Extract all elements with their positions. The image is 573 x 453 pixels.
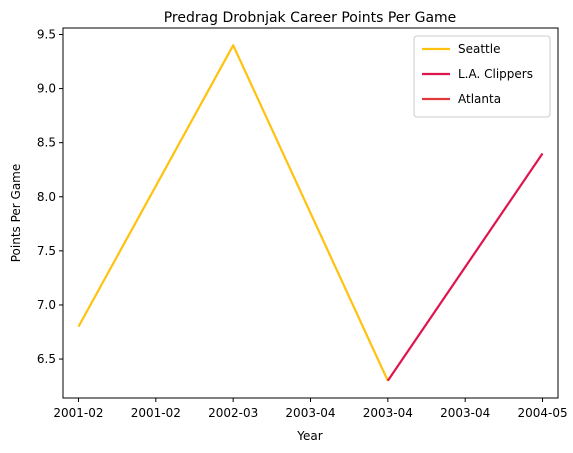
x-axis-label: Year [296,429,322,443]
x-tick-label: 2004-05 [517,406,567,420]
legend-label: Seattle [458,42,500,56]
y-tick-label: 9.5 [37,27,56,41]
plot-lines [77,44,544,382]
y-tick-label: 8.5 [37,136,56,150]
y-axis-label: Points Per Game [9,164,23,263]
x-tick-label: 2003-04 [363,406,413,420]
plot-frame [62,27,559,399]
x-axis-ticks: 2001-02 2001-02 2002-03 2003-04 2003-04 2003-… [53,398,568,420]
chart-title: Predrag Drobnjak Career Points Per Game [164,10,457,26]
x-tick-label: 2003-04 [285,406,335,420]
legend-label: L.A. Clippers [458,67,533,81]
legend-box [413,35,551,118]
y-tick-label: 7.0 [37,298,56,312]
y-tick-label: 8.0 [37,190,56,204]
x-tick-label: 2001-02 [53,406,103,420]
x-tick-label: 2003-04 [440,406,490,420]
x-tick-label: 2001-02 [131,406,181,420]
series-line-1 [386,152,544,382]
legend-label: Atlanta [458,92,501,106]
x-tick-label: 2002-03 [208,406,258,420]
y-tick-label: 9.0 [37,82,56,96]
series-line-0 [77,44,389,382]
y-tick-label: 7.5 [37,244,56,258]
legend: Seattle L.A. Clippers Atlanta [413,35,551,118]
y-tick-label: 6.5 [37,352,56,366]
y-axis-ticks: 6.5 7.0 7.5 8.0 8.5 9.0 9.5 [37,27,63,366]
